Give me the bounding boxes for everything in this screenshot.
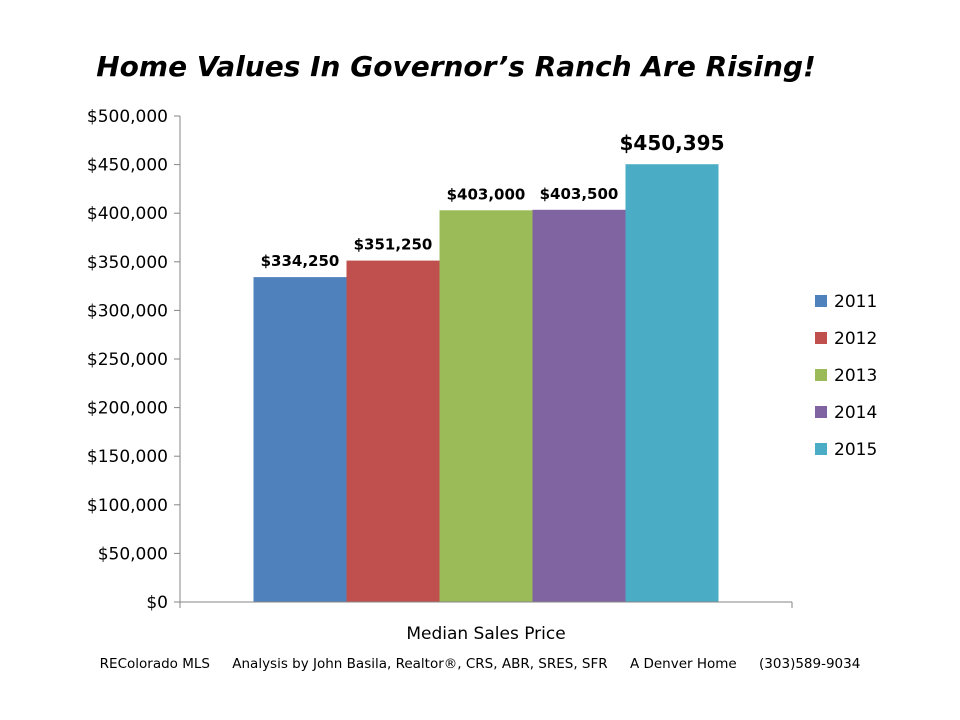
y-axis: $0 $50,000 $100,000 $150,000 $200,000 $250,00… (87, 107, 181, 613)
y-tick-label: $150,000 (87, 447, 168, 467)
bar-2014 (532, 209, 626, 602)
y-tick-label: $250,000 (87, 350, 168, 370)
legend-swatch-2011 (815, 295, 827, 307)
footer-phone: (303)589-9034 (759, 656, 861, 672)
legend-swatch-2015 (815, 443, 827, 455)
legend-swatch-2013 (815, 369, 827, 381)
bar-2015 (625, 164, 719, 602)
legend-label-2014: 2014 (834, 403, 877, 423)
x-category-label: Median Sales Price (406, 624, 565, 644)
bar-chart: $0 $50,000 $100,000 $150,000 $200,000 $250,00… (87, 107, 877, 644)
bar-series (253, 164, 719, 602)
bar-2012 (346, 260, 440, 602)
legend-label-2015: 2015 (834, 440, 877, 460)
y-tick-label: $100,000 (87, 496, 168, 516)
legend-swatch-2014 (815, 406, 827, 418)
x-axis: Median Sales Price (179, 601, 793, 644)
footer-company: A Denver Home (629, 656, 737, 672)
data-label-2014: $403,500 (540, 185, 619, 203)
footer-analysis: Analysis by John Basila, Realtor®, CRS, … (232, 656, 608, 672)
y-tick-label: $50,000 (98, 544, 168, 564)
y-tick-label: $500,000 (87, 107, 168, 127)
data-label-2015: $450,395 (619, 131, 724, 155)
data-label-2013: $403,000 (447, 185, 526, 203)
bar-2013 (439, 210, 533, 602)
legend-swatch-2012 (815, 332, 827, 344)
legend: 2011 2012 2013 2014 2015 (815, 292, 877, 460)
legend-label-2013: 2013 (834, 366, 877, 386)
data-label-2011: $334,250 (261, 252, 340, 270)
bar-2011 (253, 277, 347, 602)
y-tick-label: $300,000 (87, 301, 168, 321)
footer-source: REColorado MLS (99, 656, 210, 672)
footer: REColorado MLS Analysis by John Basila, … (0, 656, 960, 672)
data-label-2012: $351,250 (354, 236, 433, 254)
y-tick-label: $0 (146, 593, 168, 613)
y-tick-label: $350,000 (87, 253, 168, 273)
legend-label-2011: 2011 (834, 292, 877, 312)
chart-title: Home Values In Governor’s Ranch Are Risi… (96, 50, 816, 83)
y-tick-label: $400,000 (87, 204, 168, 224)
data-labels: $334,250 $351,250 $403,000 $403,500 $450,395 (261, 131, 725, 270)
y-tick-label: $200,000 (87, 399, 168, 419)
legend-label-2012: 2012 (834, 329, 877, 349)
y-tick-label: $450,000 (87, 156, 168, 176)
